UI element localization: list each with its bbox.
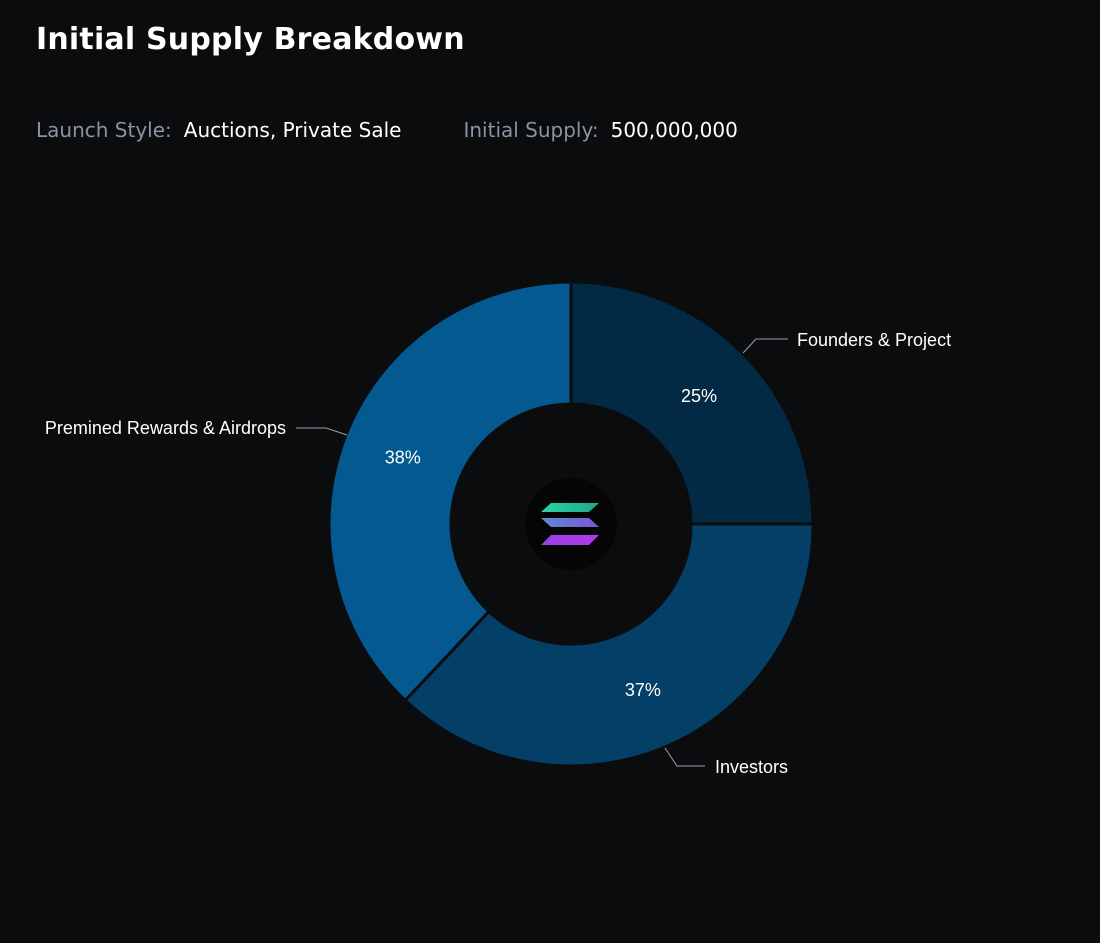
slice-percent-label: 25% — [681, 386, 717, 406]
slice-percent-label: 37% — [625, 680, 661, 700]
initial-supply-value: 500,000,000 — [610, 118, 738, 142]
slice-category-label: Founders & Project — [797, 330, 951, 350]
initial-supply-label: Initial Supply: — [463, 118, 599, 142]
slice-investors[interactable] — [403, 522, 815, 768]
supply-meta-row: Launch Style: Auctions, Private Sale Initi… — [36, 118, 738, 142]
leader-line — [296, 427, 348, 436]
leader-lines-layer — [296, 338, 788, 767]
slice-premined-rewards-airdrops[interactable] — [327, 280, 573, 702]
slice-category-label: Premined Rewards & Airdrops — [45, 418, 286, 438]
slice-category-label: Investors — [715, 757, 788, 777]
slice-founders-project[interactable] — [569, 280, 815, 526]
page-title: Initial Supply Breakdown — [36, 22, 465, 57]
slice-percent-label: 38% — [385, 447, 421, 467]
leader-line — [664, 747, 705, 767]
leader-line — [742, 338, 788, 354]
labels-layer: 25% Founders & Project 37% Investors 38% Prem… — [45, 330, 951, 777]
slices-layer — [327, 280, 815, 768]
launch-style-label: Launch Style: — [36, 118, 172, 142]
solana-logo-icon — [525, 478, 617, 570]
launch-style-value: Auctions, Private Sale — [183, 118, 402, 142]
